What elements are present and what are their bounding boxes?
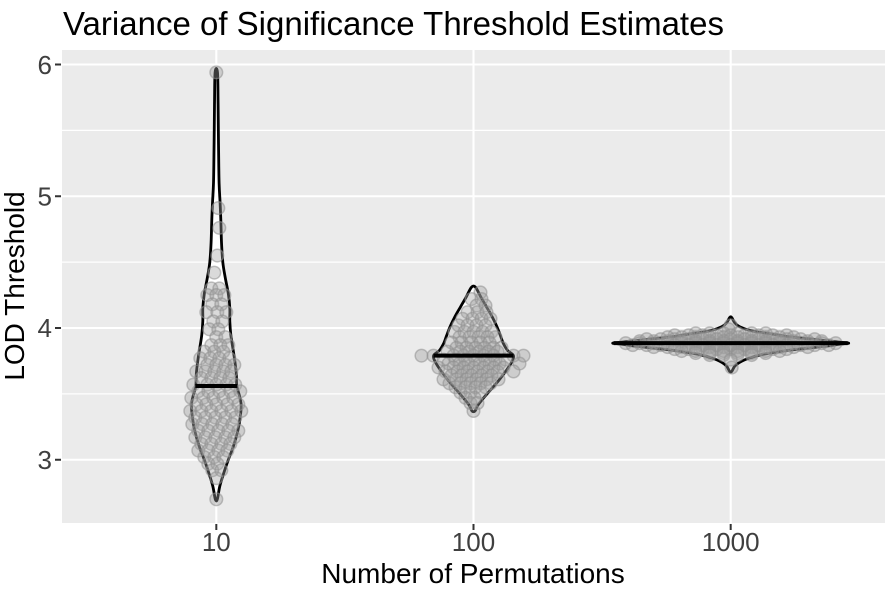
data-point — [199, 305, 214, 320]
data-point — [215, 314, 230, 329]
x-axis-tick-labels: 10 100 1000 — [202, 527, 760, 557]
data-point — [478, 380, 493, 395]
data-point — [468, 380, 483, 395]
x-tick-label-1000: 1000 — [702, 527, 760, 557]
x-tick-label-10: 10 — [202, 527, 231, 557]
data-point — [470, 396, 485, 411]
y-tick-label-6: 6 — [38, 50, 52, 80]
data-point — [210, 248, 225, 263]
x-axis-title: Number of Permutations — [321, 558, 624, 589]
data-point — [431, 360, 446, 375]
data-point — [209, 471, 224, 486]
data-point — [772, 344, 787, 359]
data-point — [758, 345, 773, 361]
data-point — [674, 344, 689, 359]
chart-title: Variance of Significance Threshold Estim… — [63, 5, 724, 42]
data-point — [702, 347, 717, 363]
y-tick-label-4: 4 — [38, 313, 52, 343]
data-point — [730, 347, 745, 363]
data-point — [453, 385, 468, 400]
data-point — [491, 372, 506, 387]
data-point — [458, 380, 473, 395]
data-point — [212, 220, 227, 235]
data-point — [744, 347, 759, 363]
data-point — [207, 265, 222, 280]
data-point — [447, 324, 462, 340]
y-tick-label-5: 5 — [38, 182, 52, 212]
median-lines-layer — [195, 341, 848, 388]
data-point — [211, 201, 226, 216]
axis-ticks — [55, 63, 732, 530]
data-point — [688, 345, 703, 361]
data-point — [506, 364, 521, 379]
data-point — [414, 348, 429, 363]
data-point — [516, 348, 531, 363]
y-axis-tick-labels: 6 5 4 3 — [38, 50, 52, 475]
data-point — [218, 330, 233, 345]
data-point — [209, 65, 224, 80]
data-point — [209, 492, 224, 507]
y-tick-label-3: 3 — [38, 445, 52, 475]
data-point — [724, 360, 739, 375]
data-point — [214, 463, 229, 478]
data-point — [466, 403, 481, 419]
data-point — [214, 297, 229, 312]
x-tick-label-100: 100 — [452, 527, 495, 557]
data-point — [448, 380, 463, 395]
y-axis-title: LOD Threshold — [0, 191, 30, 380]
data-point — [716, 347, 731, 363]
